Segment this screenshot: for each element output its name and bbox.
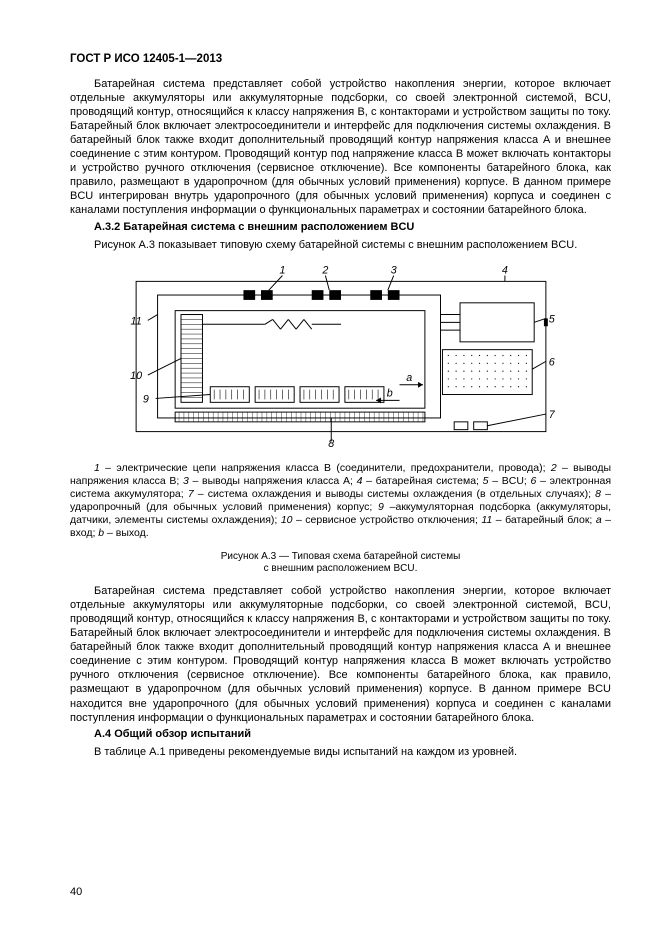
figure-legend: 1 – электрические цепи напряжения класса… — [70, 462, 611, 541]
figure-a3: a b 1 2 3 4 5 6 7 8 910 11 — [111, 256, 571, 456]
svg-text:3: 3 — [390, 264, 396, 276]
section-a4-heading: А.4 Общий обзор испытаний — [70, 727, 611, 741]
svg-text:7: 7 — [548, 409, 555, 421]
svg-text:11: 11 — [130, 315, 141, 327]
svg-text:6: 6 — [548, 356, 554, 368]
section-a32-heading: А.3.2 Батарейная система с внешним распо… — [70, 220, 611, 234]
figure-caption-line2: с внешним расположением BCU. — [70, 563, 611, 576]
svg-text:1: 1 — [279, 264, 285, 276]
doc-header: ГОСТ Р ИСО 12405-1—2013 — [70, 52, 611, 67]
paragraph-3: В таблице А.1 приведены рекомендуемые ви… — [70, 745, 611, 759]
figure-caption-line1: Рисунок А.3 — Типовая схема батарейной с… — [70, 551, 611, 564]
paragraph-1: Батарейная система представляет собой ус… — [70, 77, 611, 218]
section-a4-title: Общий обзор испытаний — [114, 728, 251, 740]
figure-caption: Рисунок А.3 — Типовая схема батарейной с… — [70, 551, 611, 576]
section-a32-title: Батарейная система с внешним расположени… — [123, 221, 414, 233]
svg-text:9: 9 — [142, 393, 148, 405]
paragraph-2: Батарейная система представляет собой ус… — [70, 584, 611, 725]
svg-text:b: b — [386, 387, 392, 399]
svg-text:2: 2 — [321, 264, 328, 276]
svg-text:8: 8 — [328, 438, 334, 450]
svg-text:a: a — [406, 372, 412, 384]
section-a4-num: А.4 — [94, 728, 114, 740]
svg-text:10: 10 — [130, 370, 142, 382]
page: ГОСТ Р ИСО 12405-1—2013 Батарейная систе… — [0, 0, 661, 935]
svg-text:5: 5 — [548, 313, 554, 325]
figure-a3-svg: a b 1 2 3 4 5 6 7 8 910 11 — [111, 256, 571, 456]
section-a32-num: А.3.2 — [94, 221, 123, 233]
figure-intro: Рисунок А.3 показывает типовую схему бат… — [70, 238, 611, 252]
page-number: 40 — [70, 885, 82, 899]
svg-text:4: 4 — [501, 264, 507, 276]
